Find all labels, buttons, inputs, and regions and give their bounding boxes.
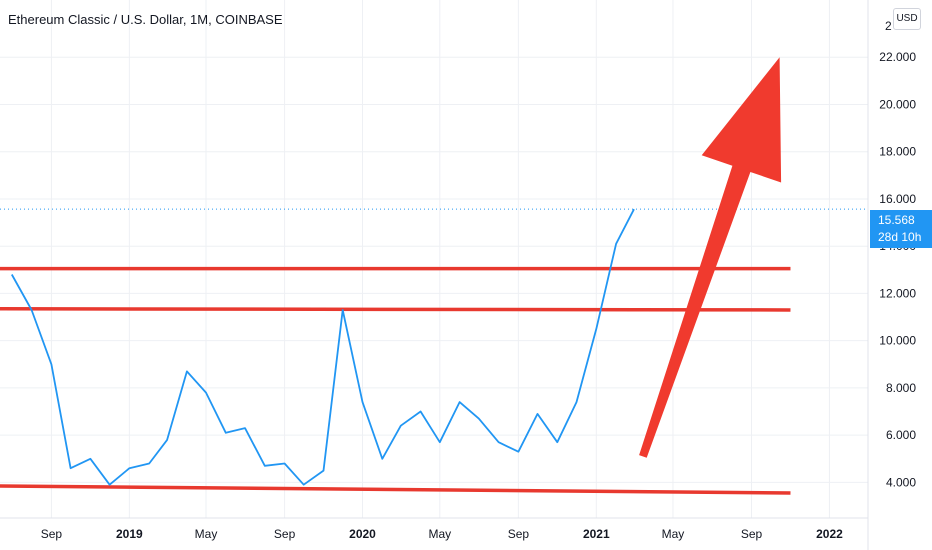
y-tick-label: 18.000	[879, 145, 916, 159]
horizontal-level-line	[0, 307, 791, 312]
y-tick-label: 22.000	[879, 50, 916, 64]
bar-countdown: 28d 10h	[878, 230, 922, 244]
y-tick-label: 16.000	[879, 192, 916, 206]
y-tick-label: 8.000	[886, 381, 916, 395]
current-price-value: 15.568	[878, 213, 915, 227]
x-tick-label: 2019	[116, 527, 143, 541]
currency-button[interactable]: USD	[893, 8, 921, 30]
x-tick-label: 2021	[583, 527, 610, 541]
y-tick-label: 20.000	[879, 97, 916, 111]
current-price-badge: 15.568 28d 10h	[870, 210, 932, 248]
x-tick-label: Sep	[274, 527, 296, 541]
x-tick-label: May	[428, 527, 451, 541]
x-tick-label: May	[195, 527, 218, 541]
up-arrow-drawing	[639, 57, 782, 458]
y-tick-label: 12.000	[879, 286, 916, 300]
y-tick-label: 10.000	[879, 334, 916, 348]
price-series-line	[11, 208, 635, 486]
x-tick-label: Sep	[508, 527, 530, 541]
y-tick-label-partial: 2	[885, 19, 892, 33]
x-tick-label: May	[662, 527, 685, 541]
x-tick-label: 2022	[816, 527, 843, 541]
x-tick-label: 2020	[349, 527, 376, 541]
y-tick-label: 4.000	[886, 475, 916, 489]
x-tick-label: Sep	[741, 527, 763, 541]
horizontal-level-line	[0, 484, 791, 495]
y-tick-label: 6.000	[886, 428, 916, 442]
x-tick-label: Sep	[41, 527, 63, 541]
chart-title: Ethereum Classic / U.S. Dollar, 1M, COIN…	[8, 12, 283, 27]
